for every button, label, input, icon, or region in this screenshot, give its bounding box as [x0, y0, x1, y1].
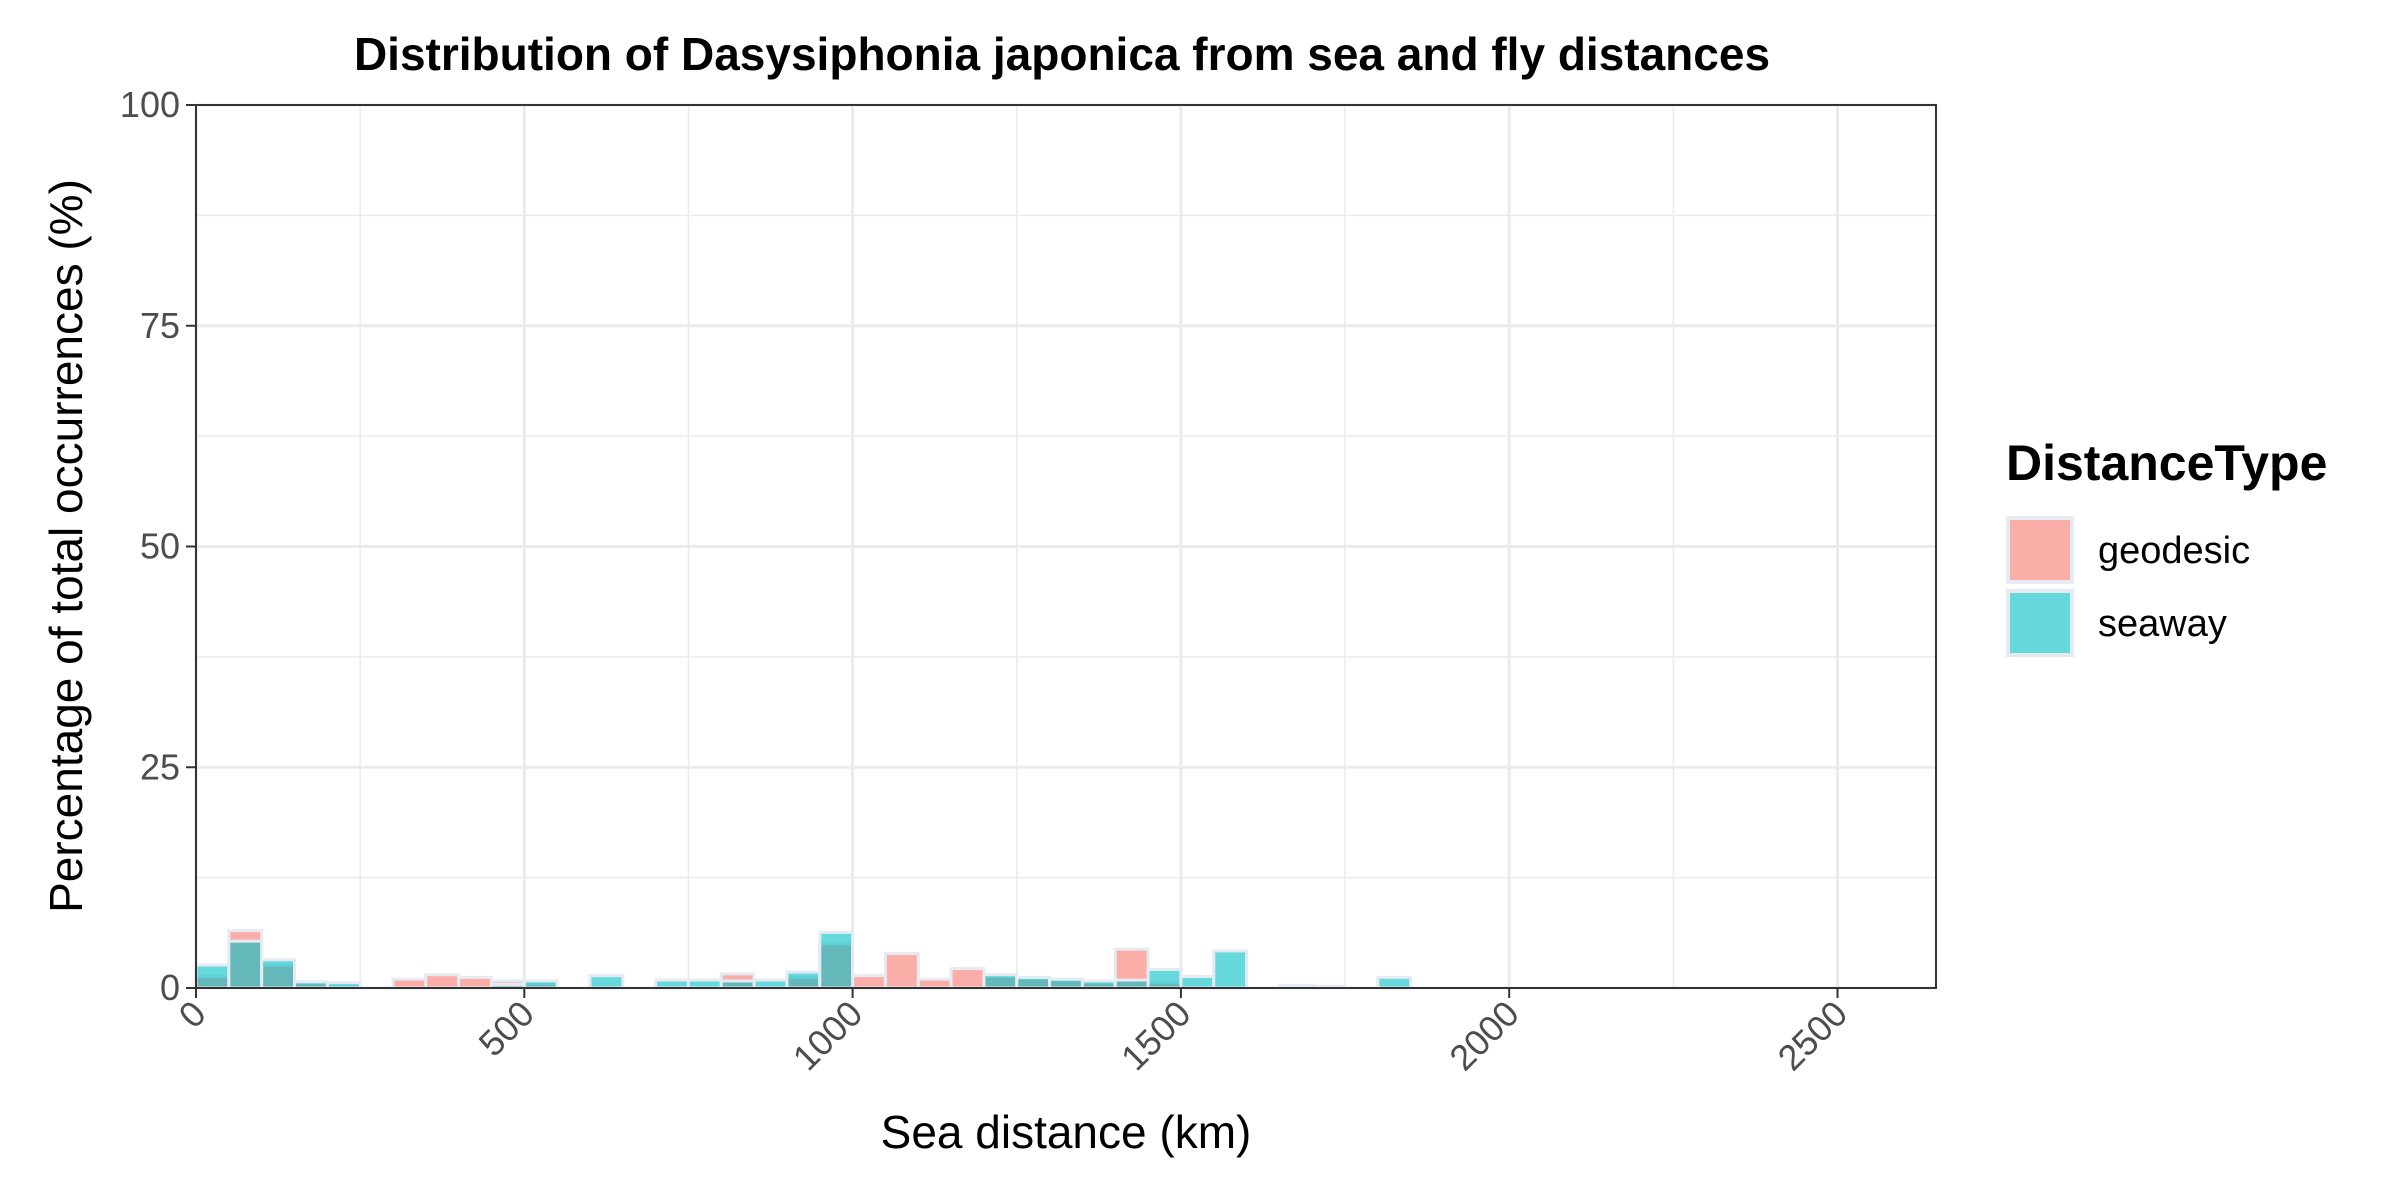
bar-seaway	[260, 958, 296, 990]
x-tick-label: 2500	[1770, 993, 1856, 1079]
y-tick-label: 25	[140, 746, 180, 787]
bar-seaway	[982, 973, 1019, 990]
legend-title: DistanceType	[2006, 435, 2327, 491]
y-axis-title: Percentage of total occurrences (%)	[40, 179, 92, 913]
bar-geodesic	[883, 952, 920, 990]
x-tick-label: 1000	[785, 993, 871, 1079]
y-tick-label: 75	[140, 305, 180, 346]
bar-seaway	[1146, 967, 1183, 990]
bar-seaway	[1212, 949, 1249, 990]
bar-geodesic	[949, 967, 986, 990]
legend-label-seaway: seaway	[2098, 603, 2227, 645]
bar-geodesic	[391, 977, 428, 990]
bar-seaway	[227, 939, 264, 990]
bar-seaway	[194, 963, 231, 990]
bar-seaway	[719, 979, 756, 990]
legend-key-geodesic	[2006, 516, 2074, 584]
y-tick-label: 0	[160, 967, 180, 1008]
bar-geodesic	[457, 975, 493, 990]
y-axis: 0 25 50 75 100	[120, 84, 196, 1008]
bar-seaway	[1048, 977, 1084, 990]
bar-seaway	[1080, 979, 1117, 990]
bar-seaway	[588, 974, 625, 990]
bar-seaway	[1015, 975, 1052, 990]
legend-key-seaway	[2006, 589, 2074, 657]
chart-title: Distribution of Dasysiphonia japonica fr…	[354, 28, 1770, 80]
bar-geodesic	[916, 977, 953, 990]
y-tick-label: 100	[120, 84, 180, 125]
bars-layer	[194, 929, 1413, 990]
x-tick-label: 500	[470, 993, 541, 1064]
y-tick-label: 50	[140, 526, 180, 567]
x-tick-label: 2000	[1441, 993, 1527, 1079]
bar-seaway	[1179, 975, 1216, 990]
x-tick-label: 1500	[1113, 993, 1199, 1079]
bar-seaway	[522, 979, 559, 990]
bar-seaway	[654, 978, 690, 990]
legend: DistanceType geodesic seaway	[2006, 435, 2327, 657]
bar-seaway	[1376, 975, 1413, 990]
bar-seaway	[818, 930, 855, 990]
x-tick-label: 0	[171, 993, 214, 1036]
bar-geodesic	[851, 974, 887, 990]
bar-seaway	[785, 970, 822, 990]
legend-label-geodesic: geodesic	[2098, 530, 2250, 572]
bar-seaway	[1113, 978, 1150, 990]
bar-seaway	[752, 978, 789, 990]
legend-items: geodesic seaway	[2006, 516, 2250, 657]
x-axis-title: Sea distance (km)	[881, 1106, 1252, 1158]
bar-geodesic	[424, 973, 461, 990]
x-axis: 0 500 1000 1500 2000 2500	[171, 988, 1856, 1079]
bar-seaway	[686, 978, 723, 990]
